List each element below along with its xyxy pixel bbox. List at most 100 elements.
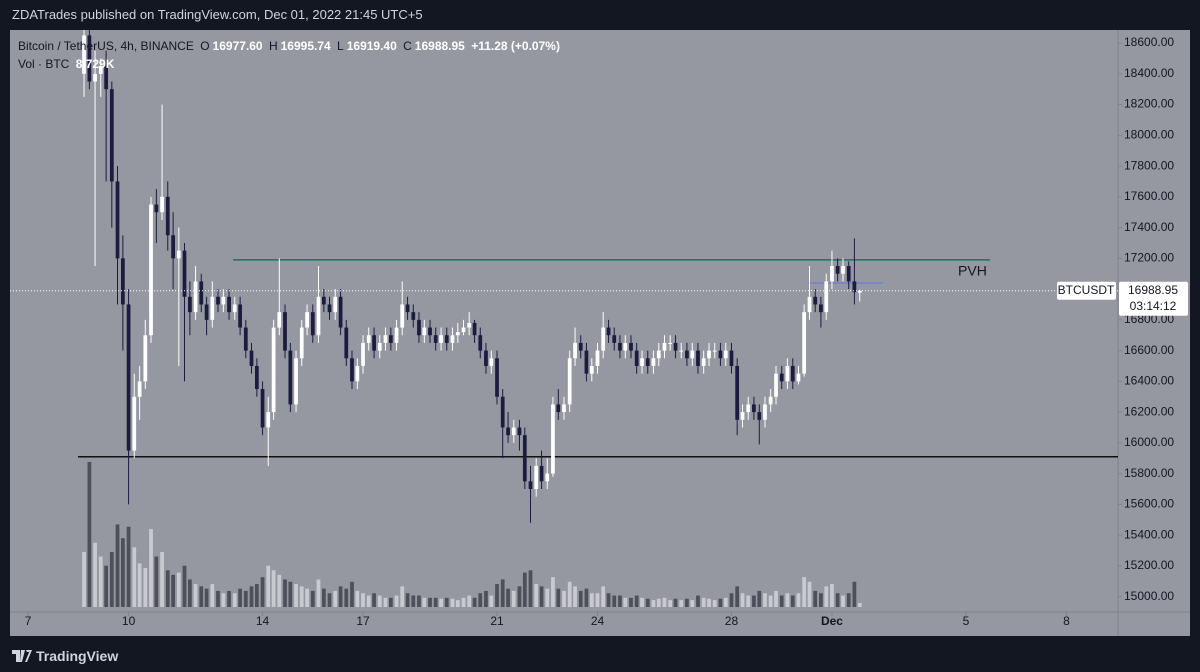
volume-bar — [841, 595, 845, 607]
volume-bar — [673, 598, 678, 607]
candle-body — [802, 312, 807, 374]
candle-body — [539, 465, 544, 482]
volume-bar — [589, 593, 594, 607]
volume-bar — [137, 563, 142, 607]
volume-bar — [718, 598, 723, 607]
candle-body — [277, 312, 282, 328]
volume-bar — [489, 595, 494, 607]
volume-bar — [740, 593, 745, 607]
candle-body — [294, 358, 298, 405]
price-tag-label: 16988.95 — [1128, 283, 1178, 297]
volume-bar — [87, 462, 92, 607]
candle-body — [679, 350, 684, 352]
candle-body — [405, 304, 410, 313]
volume-bar — [93, 542, 97, 607]
candle-body — [785, 365, 790, 382]
candle-body — [115, 181, 120, 259]
volume-bar — [629, 597, 633, 607]
candle-body — [651, 358, 656, 366]
candle-body — [82, 35, 86, 74]
volume-bar — [685, 598, 689, 607]
volume-bar — [132, 547, 137, 607]
volume-bar — [763, 593, 767, 607]
candle-body — [718, 350, 723, 359]
candle-body — [852, 281, 857, 293]
price-tag — [1119, 281, 1188, 316]
symbol-tag-label: BTCUSDT — [1058, 283, 1115, 297]
legend-row: Vol · BTC 8.729K — [18, 55, 563, 73]
candle-body — [506, 427, 510, 436]
candle-body — [98, 66, 103, 74]
volume-bar — [104, 565, 109, 607]
volume-bar — [455, 600, 460, 607]
volume-bar — [199, 586, 204, 607]
volume-bar — [243, 590, 248, 607]
candle-body — [176, 250, 181, 259]
candle-body — [316, 296, 321, 336]
volume-value: 8.729K — [75, 57, 115, 71]
candle-body — [93, 73, 97, 82]
candle-body — [467, 322, 472, 328]
volume-bar — [752, 595, 756, 607]
volume-bar — [305, 588, 309, 607]
candle-body — [528, 481, 533, 489]
volume-bar — [143, 567, 148, 607]
candle-body — [400, 304, 405, 328]
candle-body — [618, 342, 622, 351]
volume-bar — [640, 597, 644, 607]
volume-bar — [757, 590, 762, 607]
volume-bar — [394, 595, 399, 607]
volume-bar — [366, 595, 371, 607]
candle-body — [321, 296, 326, 305]
volume-bar — [651, 600, 656, 607]
candle-body — [545, 473, 550, 482]
candle-body — [433, 335, 438, 343]
volume-bar — [802, 577, 807, 607]
volume-bar — [846, 593, 851, 607]
candle-body — [199, 281, 204, 305]
candle-body — [104, 66, 109, 90]
candle-body — [830, 266, 834, 282]
plot-area — [10, 30, 1118, 607]
volume-bar — [299, 586, 304, 607]
footer: TradingView — [0, 640, 1200, 672]
candle-body — [210, 296, 215, 320]
ohlc-label: O — [200, 39, 210, 53]
volume-bar — [400, 586, 405, 607]
volume-bar — [857, 602, 862, 607]
y-tick-label: 18000.00 — [1124, 128, 1174, 142]
candle-body — [768, 396, 773, 405]
candle-body — [87, 35, 92, 82]
volume-bar — [271, 570, 276, 607]
volume-bar — [618, 595, 622, 607]
candle-body — [813, 296, 818, 305]
volume-bar — [484, 590, 488, 607]
candle-body — [484, 350, 488, 366]
candle-body — [606, 327, 611, 336]
volume-bar — [171, 574, 175, 607]
volume-bar — [612, 595, 617, 607]
level-label: PVH — [958, 263, 987, 279]
x-tick-label: Dec — [821, 614, 843, 628]
volume-bar — [696, 595, 700, 607]
volume-bar — [545, 588, 550, 607]
y-tick-label: 17400.00 — [1124, 220, 1174, 234]
y-tick-label: 16200.00 — [1124, 404, 1174, 418]
volume-bar — [227, 590, 231, 607]
x-tick-label: 17 — [356, 614, 370, 628]
candle-body — [439, 335, 443, 343]
y-tick-label: 15400.00 — [1124, 527, 1174, 541]
candle-body — [612, 335, 617, 343]
candle-body — [216, 296, 220, 305]
volume-bar — [372, 593, 376, 607]
candle-body — [221, 296, 226, 305]
volume-bar — [338, 586, 343, 607]
candle-body — [712, 350, 717, 352]
candle-body — [333, 296, 338, 313]
candle-body — [388, 335, 393, 343]
y-tick-label: 17600.00 — [1124, 189, 1174, 203]
volume-bar — [539, 586, 544, 607]
candle-body — [807, 296, 812, 313]
volume-bar — [562, 590, 566, 607]
candle-body — [232, 304, 237, 313]
